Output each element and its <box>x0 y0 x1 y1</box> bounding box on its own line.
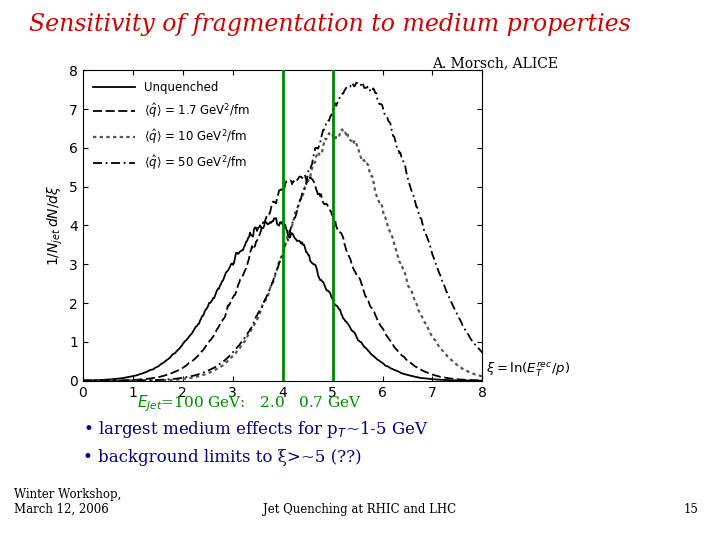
Y-axis label: $1/N_{jet}\, dN/d\xi$: $1/N_{jet}\, dN/d\xi$ <box>45 185 65 266</box>
Text: Sensitivity of fragmentation to medium properties: Sensitivity of fragmentation to medium p… <box>29 14 631 37</box>
Legend: Unquenched, $\langle\hat{q}\rangle$ = 1.7 GeV$^2$/fm, $\langle\hat{q}\rangle$ = : Unquenched, $\langle\hat{q}\rangle$ = 1.… <box>89 76 255 177</box>
Text: 15: 15 <box>683 503 698 516</box>
Text: • largest medium effects for p$_T$~1-5 GeV
• background limits to ξ>~5 (??): • largest medium effects for p$_T$~1-5 G… <box>83 418 428 465</box>
Text: $E_{Jet}$=100 GeV:   2.0   0.7 GeV: $E_{Jet}$=100 GeV: 2.0 0.7 GeV <box>137 393 361 414</box>
Text: A. Morsch, ALICE: A. Morsch, ALICE <box>432 57 558 71</box>
Text: Jet Quenching at RHIC and LHC: Jet Quenching at RHIC and LHC <box>264 503 456 516</box>
Text: Winter Workshop,
March 12, 2006: Winter Workshop, March 12, 2006 <box>14 488 122 516</box>
Text: $\xi = \ln(E_T^{rec}/p)$: $\xi = \ln(E_T^{rec}/p)$ <box>486 360 570 378</box>
